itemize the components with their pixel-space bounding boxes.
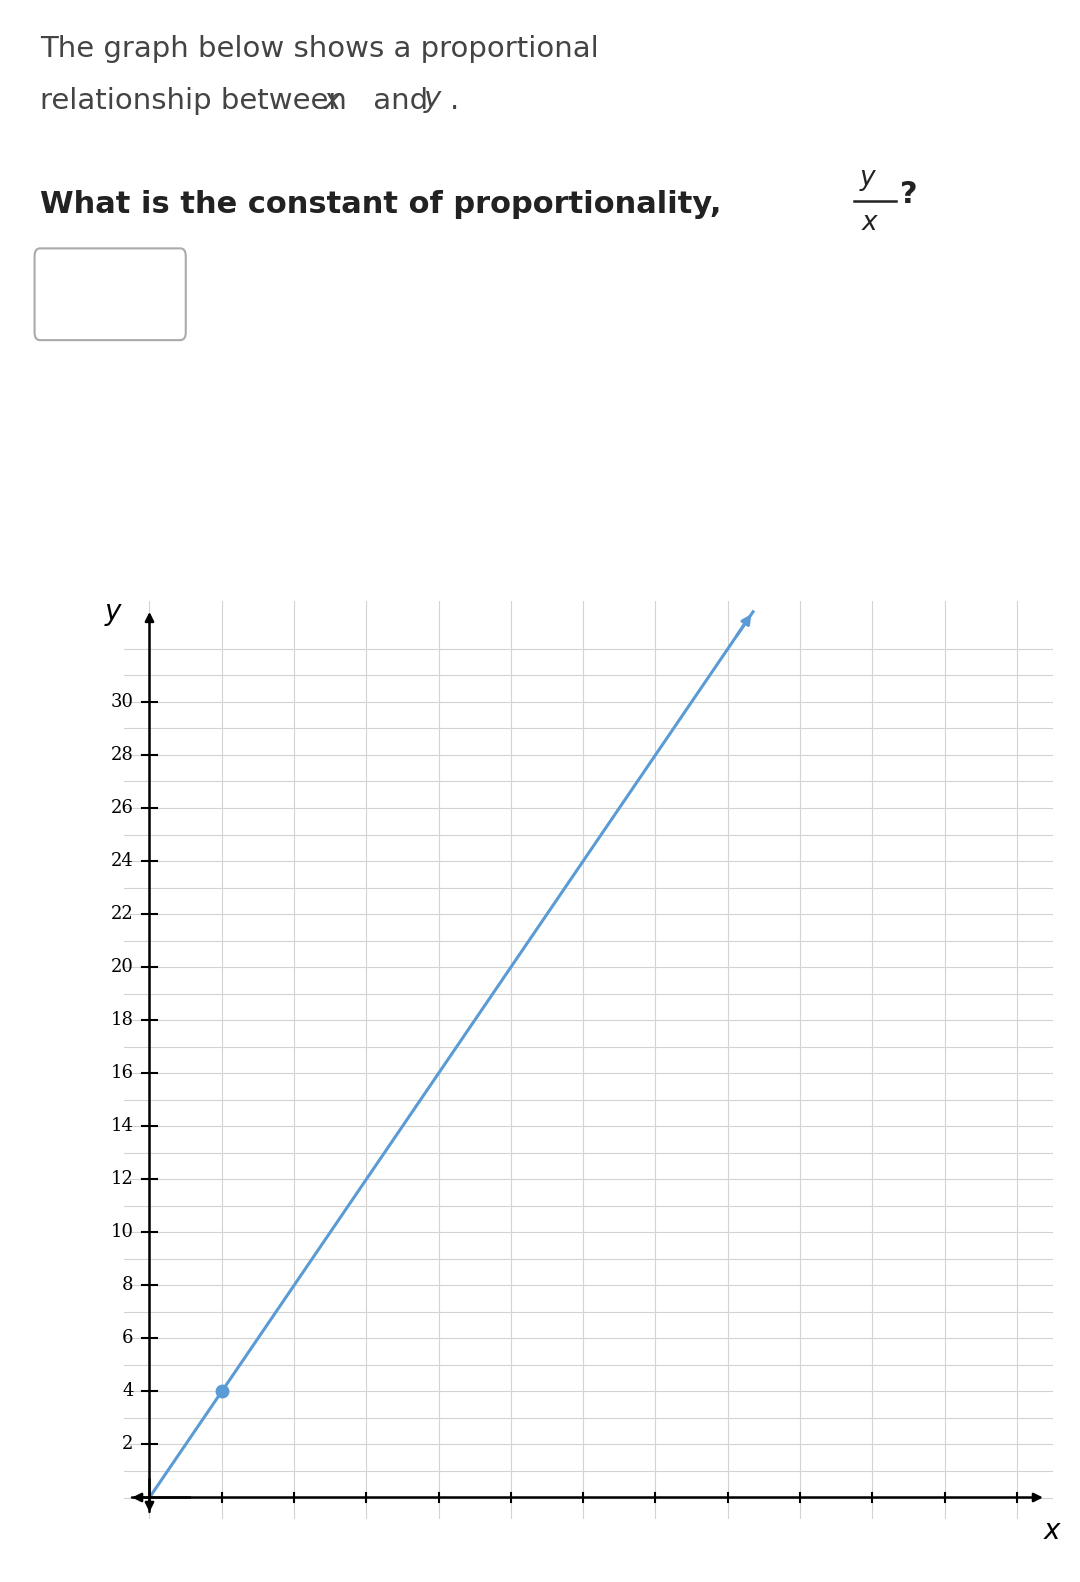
Text: 4: 4 xyxy=(122,1383,134,1400)
FancyBboxPatch shape xyxy=(35,248,186,340)
Text: and: and xyxy=(364,87,437,115)
Text: 16: 16 xyxy=(110,1065,134,1082)
Text: 30: 30 xyxy=(110,693,134,710)
Text: 22: 22 xyxy=(111,905,134,922)
Text: $\mathit{y}$: $\mathit{y}$ xyxy=(859,168,877,193)
Text: 12: 12 xyxy=(111,1171,134,1188)
Text: $\mathit{y}$: $\mathit{y}$ xyxy=(423,87,444,115)
Text: $\mathit{y}$: $\mathit{y}$ xyxy=(104,601,123,628)
Text: $\mathit{x}$: $\mathit{x}$ xyxy=(861,210,879,236)
Text: 8: 8 xyxy=(122,1277,134,1294)
Text: $\mathit{x}$: $\mathit{x}$ xyxy=(323,87,343,115)
Text: $\mathit{x}$: $\mathit{x}$ xyxy=(1043,1519,1063,1546)
Text: What is the constant of proportionality,: What is the constant of proportionality, xyxy=(40,190,721,218)
Text: The graph below shows a proportional: The graph below shows a proportional xyxy=(40,35,598,63)
Text: 14: 14 xyxy=(111,1117,134,1136)
Text: 28: 28 xyxy=(111,747,134,764)
Text: 2: 2 xyxy=(122,1435,134,1454)
Text: 20: 20 xyxy=(111,959,134,976)
Text: 18: 18 xyxy=(110,1011,134,1030)
Text: relationship between: relationship between xyxy=(40,87,356,115)
Text: 24: 24 xyxy=(111,853,134,870)
Text: 26: 26 xyxy=(111,799,134,816)
Text: 6: 6 xyxy=(122,1329,134,1348)
Text: ?: ? xyxy=(900,180,917,209)
Text: 10: 10 xyxy=(110,1223,134,1242)
Text: .: . xyxy=(450,87,460,115)
